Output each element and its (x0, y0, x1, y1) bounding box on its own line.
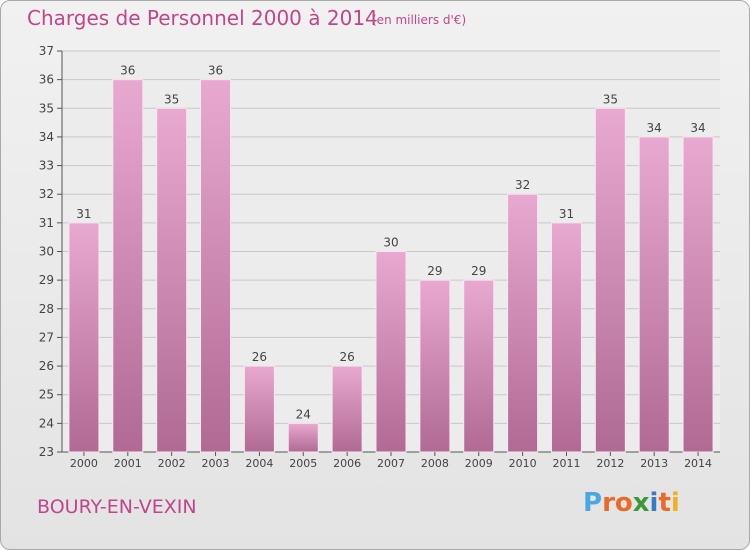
y-tick-label: 33 (39, 159, 54, 173)
proxiti-logo[interactable]: Proxiti (583, 488, 680, 518)
bar-value-label: 31 (559, 207, 574, 221)
x-tick-label: 2013 (640, 457, 668, 470)
logo-letter: i (649, 488, 659, 518)
y-tick-label: 28 (39, 302, 54, 316)
bar (68, 222, 100, 453)
y-tick-label: 30 (39, 245, 54, 259)
y-tick-label: 23 (39, 445, 54, 459)
bar-value-label: 36 (208, 64, 223, 78)
x-tick-label: 2012 (596, 457, 624, 470)
bar (375, 251, 407, 453)
x-tick-label: 2007 (377, 457, 405, 470)
logo-letter: P (583, 488, 603, 518)
bar (112, 79, 144, 453)
y-tick-label: 25 (39, 388, 54, 402)
x-tick-label: 2004 (245, 457, 273, 470)
bar-value-label: 29 (427, 264, 442, 278)
logo-letter: t (658, 488, 671, 518)
x-tick-label: 2001 (114, 457, 142, 470)
logo-letter: x (632, 488, 650, 518)
y-tick-label: 35 (39, 101, 54, 115)
x-tick-label: 2010 (509, 457, 537, 470)
bar (594, 107, 626, 453)
y-tick-label: 32 (39, 187, 54, 201)
x-tick-label: 2014 (684, 457, 712, 470)
y-tick-label: 37 (39, 44, 54, 58)
bar-value-label: 35 (603, 92, 618, 106)
bar-value-label: 31 (76, 207, 91, 221)
y-tick-label: 24 (39, 416, 54, 430)
x-tick-label: 2005 (289, 457, 317, 470)
x-tick-label: 2000 (70, 457, 98, 470)
bar (331, 365, 363, 453)
bar-value-label: 26 (252, 350, 267, 364)
x-tick-label: 2002 (158, 457, 186, 470)
y-tick-label: 34 (39, 130, 54, 144)
bar-value-label: 30 (383, 236, 398, 250)
bar (200, 79, 232, 453)
bar (507, 193, 539, 453)
logo-letter: o (614, 488, 633, 518)
bar (419, 279, 451, 453)
bar (463, 279, 495, 453)
y-tick-label: 26 (39, 359, 54, 373)
y-tick-label: 27 (39, 330, 54, 344)
bar (243, 365, 275, 453)
logo-letter: i (670, 488, 680, 518)
bar-value-label: 24 (296, 407, 311, 421)
x-tick-label: 2006 (333, 457, 361, 470)
bar (287, 422, 319, 453)
x-tick-label: 2008 (421, 457, 449, 470)
bar-value-label: 32 (515, 178, 530, 192)
y-tick-label: 29 (39, 273, 54, 287)
y-tick-label: 31 (39, 216, 54, 230)
bar-value-label: 34 (647, 121, 662, 135)
commune-name: BOURY-EN-VEXIN (37, 496, 197, 518)
bar-value-label: 35 (164, 92, 179, 106)
bar-value-label: 36 (120, 64, 135, 78)
bar (156, 107, 188, 453)
y-tick-label: 36 (39, 73, 54, 87)
x-tick-label: 2009 (465, 457, 493, 470)
x-tick-label: 2003 (202, 457, 230, 470)
bar-value-label: 34 (690, 121, 705, 135)
bar (638, 136, 670, 453)
bar (682, 136, 714, 453)
chart-unit: (en milliers d'€) (372, 13, 467, 27)
x-tick-label: 2011 (552, 457, 580, 470)
bar-value-label: 29 (471, 264, 486, 278)
logo-letter: r (602, 488, 615, 518)
chart-title: Charges de Personnel 2000 à 2014 (27, 6, 378, 30)
bar-value-label: 26 (339, 350, 354, 364)
bar (550, 222, 582, 453)
